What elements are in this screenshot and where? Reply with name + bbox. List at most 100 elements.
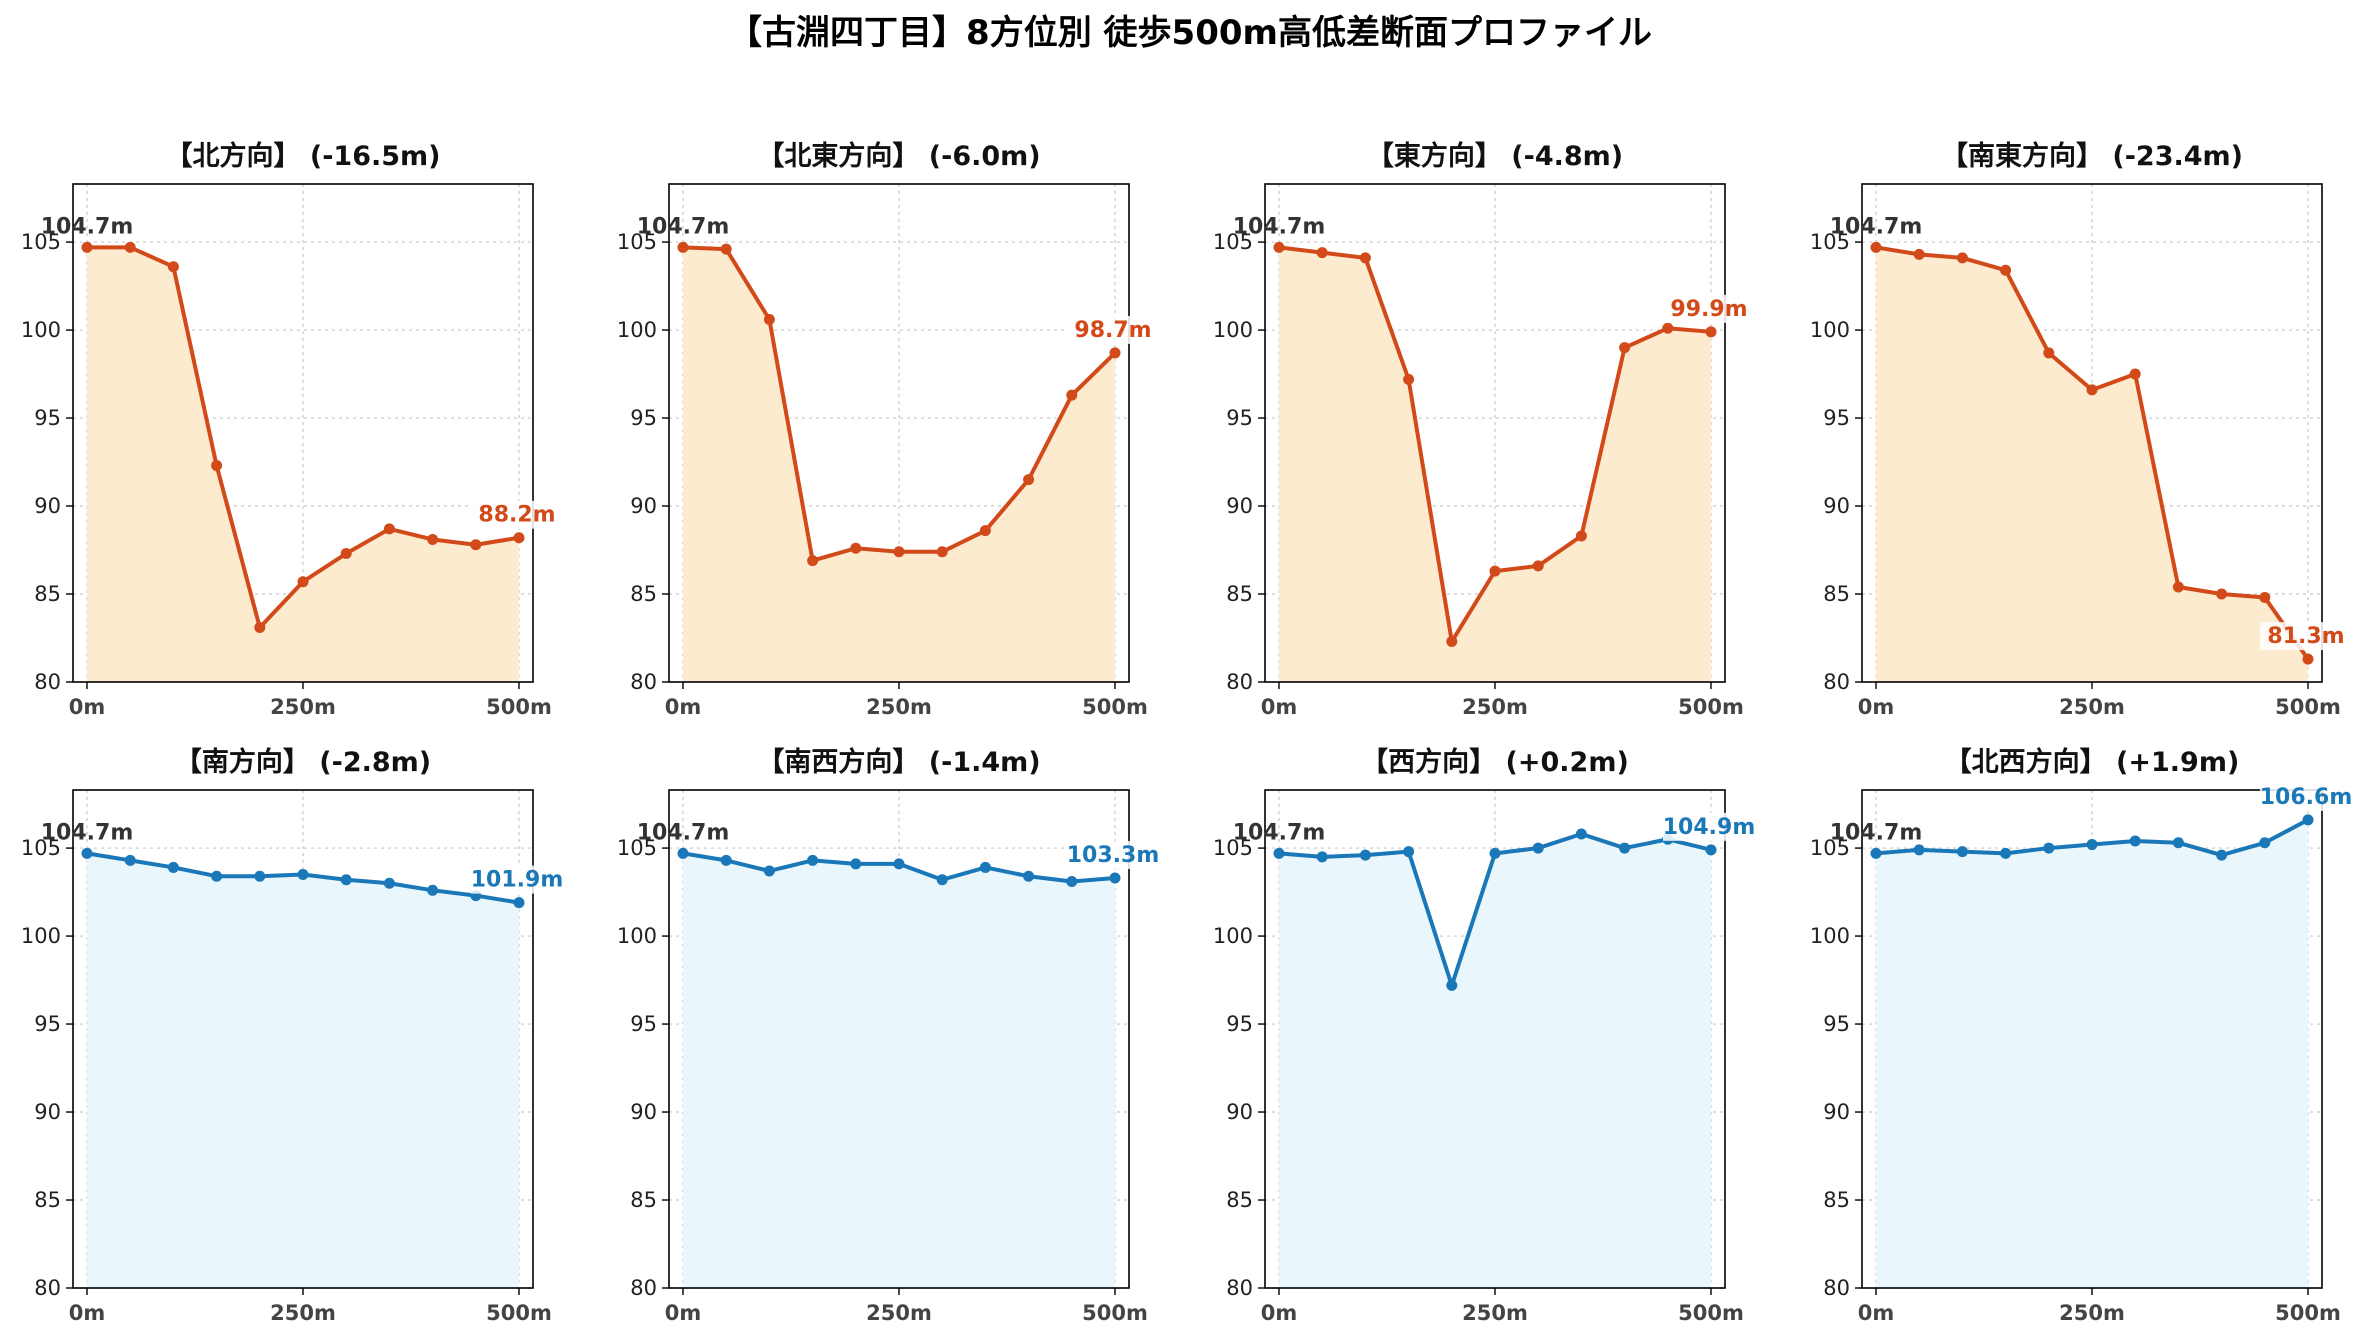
x-tick-label: 0m	[1261, 695, 1298, 719]
elevation-point	[2302, 653, 2314, 665]
elevation-point	[81, 847, 93, 859]
x-tick-label: 250m	[270, 695, 336, 719]
y-tick-label: 90	[1226, 494, 1253, 518]
end-elevation-label: 101.9m	[471, 868, 564, 893]
y-tick-label: 100	[21, 318, 61, 342]
elevation-area	[87, 247, 519, 682]
chart-panel: 【西方向】 (+0.2m) 80 85 90 95 100 105 0m 250m 500m 104…	[1213, 746, 1755, 1325]
elevation-point	[1066, 389, 1078, 401]
elevation-point	[1066, 876, 1078, 888]
elevation-point	[211, 460, 223, 472]
x-tick-label: 500m	[486, 1301, 552, 1325]
elevation-point	[2086, 839, 2098, 851]
start-elevation-label: 104.7m	[637, 820, 730, 845]
y-tick-label: 100	[617, 318, 657, 342]
elevation-point	[124, 241, 136, 253]
elevation-point	[1446, 636, 1458, 648]
elevation-point	[893, 858, 905, 870]
y-tick-label: 85	[630, 1188, 657, 1212]
elevation-point	[677, 241, 689, 253]
elevation-point	[513, 897, 525, 909]
elevation-point	[850, 542, 862, 554]
chart-panel: 【南東方向】 (-23.4m) 80 85 90 95 100 105 0m 250m 500m 1…	[1810, 140, 2352, 719]
elevation-point	[427, 884, 439, 896]
end-label-background	[471, 865, 563, 894]
elevation-point	[936, 874, 948, 886]
elevation-point	[254, 621, 266, 633]
x-tick-label: 500m	[1082, 695, 1148, 719]
elevation-area	[683, 853, 1115, 1288]
y-tick-label: 100	[1213, 924, 1253, 948]
start-elevation-label: 104.7m	[1233, 820, 1326, 845]
elevation-area	[1876, 819, 2308, 1288]
elevation-point	[2129, 368, 2141, 380]
x-tick-label: 250m	[1462, 695, 1528, 719]
elevation-point	[1023, 474, 1035, 486]
elevation-area	[87, 853, 519, 1288]
start-elevation-label: 104.7m	[1830, 820, 1923, 845]
x-tick-label: 500m	[2275, 695, 2341, 719]
y-tick-label: 85	[630, 582, 657, 606]
y-tick-label: 85	[1226, 1188, 1253, 1212]
elevation-point	[1662, 322, 1674, 334]
y-tick-label: 100	[1810, 318, 1850, 342]
y-tick-label: 95	[1823, 1012, 1850, 1036]
y-tick-label: 90	[630, 494, 657, 518]
elevation-point	[2129, 835, 2141, 847]
y-tick-label: 95	[34, 1012, 61, 1036]
x-tick-label: 250m	[2059, 1301, 2125, 1325]
elevation-point	[2216, 849, 2228, 861]
elevation-point	[1532, 842, 1544, 854]
elevation-point	[167, 261, 179, 273]
y-tick-label: 90	[1226, 1100, 1253, 1124]
elevation-point	[1619, 342, 1631, 354]
end-label-background	[471, 500, 563, 529]
x-tick-label: 500m	[1678, 695, 1744, 719]
end-elevation-label: 106.6m	[2260, 785, 2353, 810]
elevation-point	[763, 313, 775, 325]
elevation-point	[81, 241, 93, 253]
x-tick-label: 500m	[1678, 1301, 1744, 1325]
start-elevation-label: 104.7m	[637, 214, 730, 239]
y-tick-label: 90	[630, 1100, 657, 1124]
elevation-area	[1279, 247, 1711, 682]
elevation-point	[1956, 252, 1968, 264]
elevation-point	[1023, 870, 1035, 882]
y-tick-label: 95	[1226, 406, 1253, 430]
elevation-point	[1403, 373, 1415, 385]
x-tick-label: 0m	[1261, 1301, 1298, 1325]
elevation-point	[470, 539, 482, 551]
y-tick-label: 85	[1823, 582, 1850, 606]
chart-panel: 【北東方向】 (-6.0m) 80 85 90 95 100 105 0m 250m 500m 10…	[617, 140, 1159, 719]
y-tick-label: 80	[1226, 670, 1253, 694]
panel-title: 【南東方向】 (-23.4m)	[1941, 140, 2243, 172]
elevation-point	[1403, 846, 1415, 858]
y-tick-label: 105	[21, 836, 61, 860]
end-elevation-label: 99.9m	[1670, 297, 1747, 322]
elevation-point	[1575, 828, 1587, 840]
chart-panel: 【南西方向】 (-1.4m) 80 85 90 95 100 105 0m 250m 500m 10…	[617, 746, 1159, 1325]
x-tick-label: 0m	[69, 1301, 106, 1325]
panel-title: 【北方向】 (-16.5m)	[165, 140, 440, 172]
y-tick-label: 85	[34, 1188, 61, 1212]
elevation-point	[893, 546, 905, 558]
elevation-point	[1489, 847, 1501, 859]
elevation-point	[2000, 264, 2012, 276]
elevation-point	[427, 533, 439, 545]
y-tick-label: 80	[630, 670, 657, 694]
elevation-point	[383, 523, 395, 535]
x-tick-label: 0m	[69, 695, 106, 719]
start-elevation-label: 104.7m	[1830, 214, 1923, 239]
elevation-point	[1870, 241, 1882, 253]
x-tick-label: 0m	[1858, 1301, 1895, 1325]
y-tick-label: 100	[1213, 318, 1253, 342]
panels: 【北方向】 (-16.5m) 80 85 90 95 100 105 0m 250m 500m 10…	[21, 140, 2352, 1325]
elevation-point	[1575, 530, 1587, 542]
elevation-point	[211, 870, 223, 882]
y-tick-label: 105	[617, 230, 657, 254]
elevation-point	[1705, 326, 1717, 338]
elevation-point	[2172, 581, 2184, 593]
elevation-point	[807, 555, 819, 567]
